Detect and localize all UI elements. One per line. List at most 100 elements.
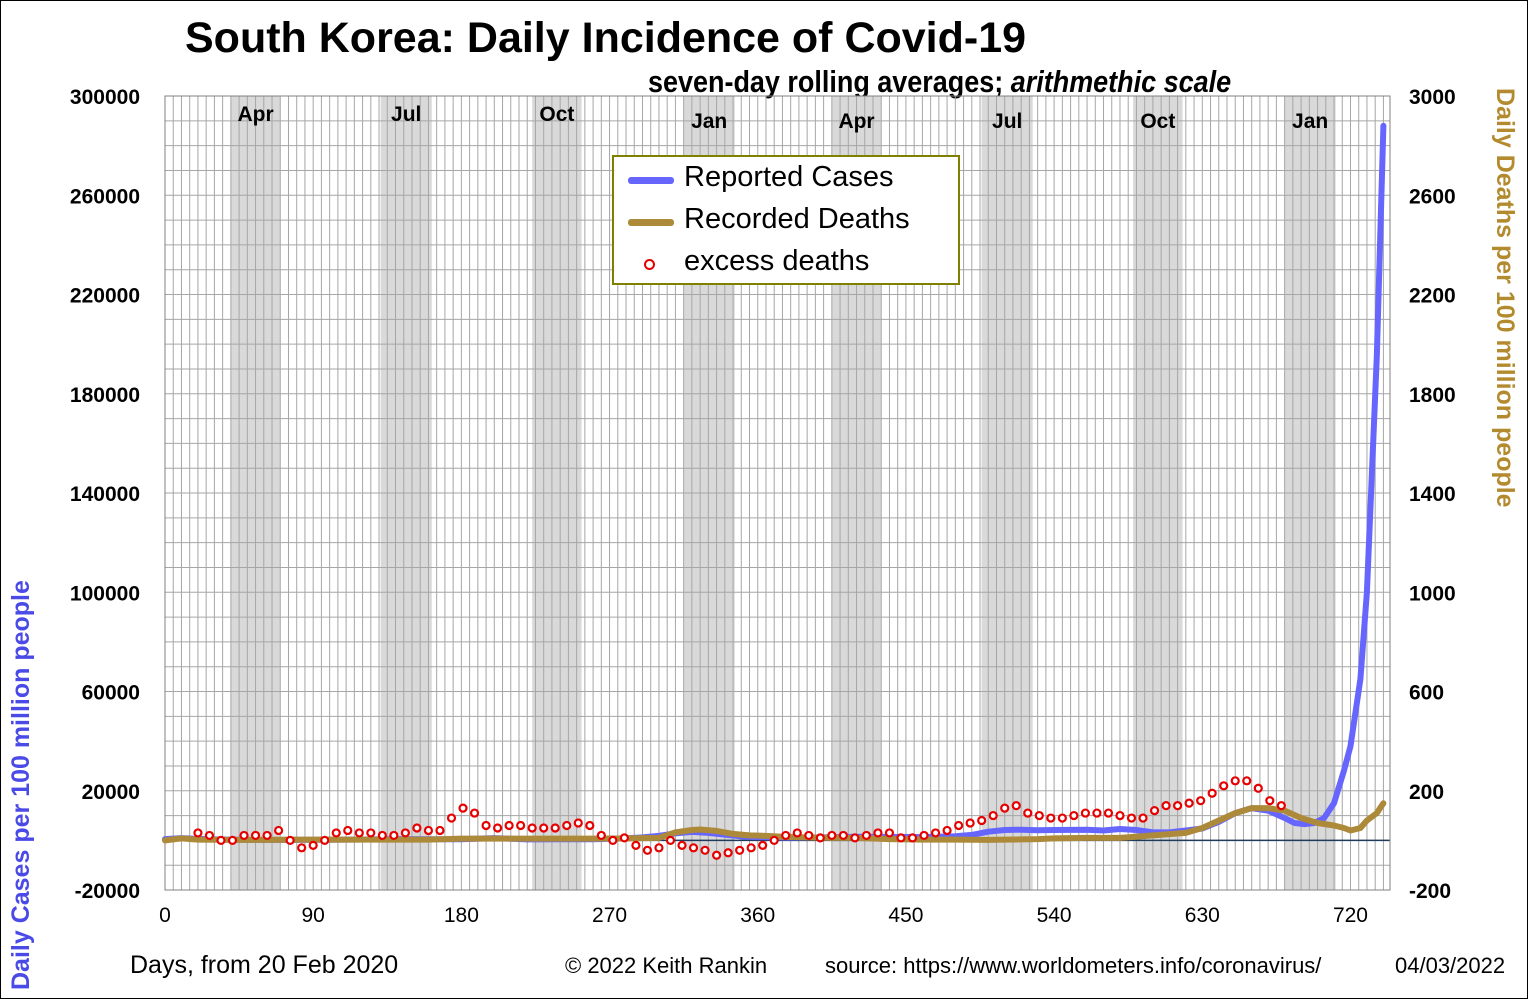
excess-death-point bbox=[320, 835, 330, 845]
x-tick-label: 630 bbox=[1185, 904, 1220, 927]
excess-death-point bbox=[1207, 788, 1217, 798]
excess-death-point bbox=[366, 828, 376, 838]
excess-death-point bbox=[942, 825, 952, 836]
subtitle-italic: arithmethic scale bbox=[1010, 64, 1232, 99]
excess-death-point bbox=[804, 830, 814, 841]
y-tick-label-left: 100000 bbox=[70, 582, 140, 605]
excess-death-point bbox=[193, 828, 203, 838]
excess-death-point bbox=[619, 833, 629, 843]
excess-death-point bbox=[1253, 783, 1263, 793]
excess-death-point bbox=[377, 830, 387, 841]
date-text: 04/03/2022 bbox=[1395, 953, 1506, 978]
excess-death-point bbox=[700, 845, 710, 855]
excess-death-point bbox=[884, 828, 895, 838]
excess-death-point bbox=[1276, 801, 1286, 811]
excess-death-point bbox=[792, 828, 802, 838]
x-tick-label: 180 bbox=[444, 904, 479, 927]
excess-death-point bbox=[492, 823, 503, 833]
excess-death-point bbox=[539, 823, 549, 833]
band-label: Jan bbox=[691, 110, 727, 133]
excess-death-point bbox=[850, 833, 860, 843]
x-tick-label: 0 bbox=[159, 904, 171, 927]
legend-item-excess: excess deaths bbox=[614, 243, 958, 283]
y-tick-label-left: 60000 bbox=[82, 682, 140, 705]
excess-death-point bbox=[907, 833, 918, 843]
legend: Reported Cases Recorded Deaths excess de… bbox=[612, 155, 960, 285]
excess-death-point bbox=[735, 845, 745, 855]
x-axis-label: Days, from 20 Feb 2020 bbox=[130, 951, 399, 979]
excess-death-point bbox=[481, 820, 491, 831]
x-tick-label: 540 bbox=[1037, 904, 1072, 927]
excess-death-point bbox=[1069, 810, 1079, 821]
excess-death-point bbox=[631, 840, 641, 850]
excess-death-point bbox=[838, 830, 848, 841]
x-tick-label: 720 bbox=[1333, 904, 1368, 927]
excess-death-point bbox=[930, 828, 941, 838]
y-tick-label-left: 20000 bbox=[82, 781, 140, 804]
legend-swatch-cases bbox=[628, 177, 674, 184]
excess-death-point bbox=[412, 823, 422, 833]
x-tick-label: 360 bbox=[740, 904, 775, 927]
plot-area-border bbox=[164, 95, 1391, 891]
band-label: Apr bbox=[838, 110, 874, 133]
excess-death-point bbox=[815, 833, 825, 843]
x-tick-label: 450 bbox=[888, 904, 923, 927]
excess-death-point bbox=[458, 803, 468, 813]
excess-death-point bbox=[1184, 798, 1194, 808]
x-tick-label: 90 bbox=[302, 904, 325, 927]
excess-death-point bbox=[1103, 808, 1114, 818]
excess-death-point bbox=[954, 820, 964, 831]
excess-death-point bbox=[389, 830, 399, 841]
excess-death-point bbox=[1265, 796, 1275, 806]
excess-death-point bbox=[204, 830, 215, 841]
excess-death-point bbox=[446, 813, 457, 823]
excess-death-point bbox=[1011, 801, 1021, 811]
band-label: Apr bbox=[237, 103, 273, 126]
excess-death-point bbox=[1023, 808, 1033, 818]
excess-death-point bbox=[1057, 813, 1067, 823]
excess-death-point bbox=[769, 835, 779, 845]
excess-death-point bbox=[688, 843, 699, 853]
excess-death-point bbox=[527, 823, 537, 833]
excess-death-point bbox=[965, 818, 975, 828]
excess-death-point bbox=[1219, 781, 1229, 791]
excess-death-point bbox=[400, 828, 410, 838]
excess-death-point bbox=[723, 848, 733, 858]
band-label: Jul bbox=[391, 103, 421, 126]
excess-death-point bbox=[285, 835, 295, 845]
excess-death-point bbox=[550, 823, 560, 833]
legend-swatch-excess bbox=[644, 259, 655, 270]
excess-death-point bbox=[711, 850, 722, 860]
chart-title: South Korea: Daily Incidence of Covid-19 bbox=[185, 14, 1027, 62]
y-tick-label-right: 1000 bbox=[1409, 582, 1456, 605]
excess-death-point bbox=[1115, 810, 1125, 821]
excess-death-point bbox=[435, 825, 445, 836]
excess-death-point bbox=[988, 810, 998, 821]
y-tick-label-left: 220000 bbox=[70, 285, 140, 308]
excess-death-point bbox=[343, 825, 353, 836]
excess-death-point bbox=[1230, 776, 1240, 786]
band-label: Oct bbox=[1140, 110, 1175, 133]
excess-death-point bbox=[642, 845, 653, 855]
excess-death-point bbox=[1196, 796, 1206, 806]
y-tick-label-left: 300000 bbox=[70, 86, 140, 109]
excess-death-point bbox=[297, 843, 307, 853]
excess-death-point bbox=[504, 820, 514, 831]
subtitle-main: seven-day rolling averages; bbox=[648, 64, 1011, 99]
band-label: Jul bbox=[992, 110, 1022, 133]
excess-death-point bbox=[608, 835, 618, 845]
legend-item-deaths: Recorded Deaths bbox=[614, 201, 958, 241]
excess-death-point bbox=[977, 815, 987, 826]
y-tick-label-right: 2200 bbox=[1409, 285, 1456, 308]
y-tick-label-right: 2600 bbox=[1409, 185, 1456, 208]
excess-death-point bbox=[1126, 813, 1137, 823]
excess-death-point bbox=[331, 828, 341, 838]
excess-death-point bbox=[354, 828, 364, 838]
excess-death-point bbox=[469, 808, 480, 818]
excess-death-point bbox=[227, 835, 238, 845]
excess-death-point bbox=[562, 820, 572, 831]
excess-death-point bbox=[239, 830, 249, 841]
legend-label-excess: excess deaths bbox=[684, 245, 870, 277]
excess-death-point bbox=[585, 820, 595, 831]
